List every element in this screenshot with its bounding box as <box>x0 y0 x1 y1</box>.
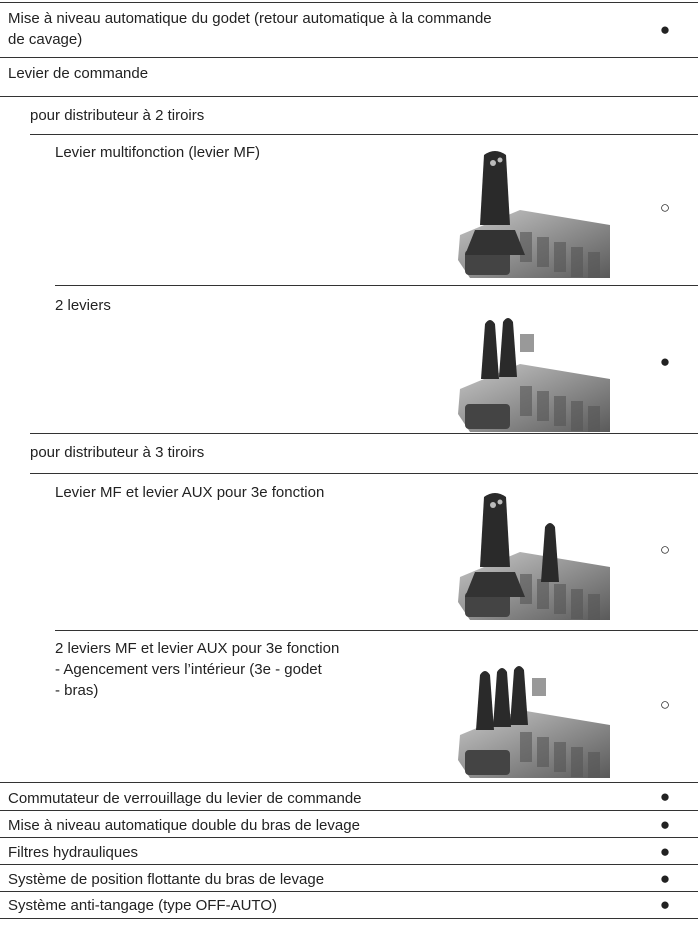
rule <box>0 57 698 58</box>
availability-mark: ○ <box>659 198 671 217</box>
row-text: Système de position flottante du bras de… <box>8 871 325 888</box>
row-text: Commutateur de verrouillage du levier de… <box>8 790 362 807</box>
availability-mark: ● <box>659 815 671 834</box>
rule <box>0 810 698 811</box>
availability-mark: ○ <box>659 540 671 559</box>
availability-mark: ● <box>659 352 671 371</box>
lever-photo <box>458 666 610 778</box>
rule <box>55 630 698 631</box>
lever-photo <box>458 318 610 432</box>
rule <box>0 864 698 865</box>
rule <box>30 433 698 434</box>
row-text: Levier multifonction (levier MF) <box>55 144 261 161</box>
rule <box>30 134 698 135</box>
availability-mark: ● <box>659 869 671 888</box>
row-text: - Agencement vers l’intérieur (3e - gode… <box>55 661 322 678</box>
row-text: Mise à niveau automatique du godet (reto… <box>8 10 492 27</box>
row-text: 2 leviers MF et levier AUX pour 3e fonct… <box>55 640 340 657</box>
row-text: Filtres hydrauliques <box>8 844 139 861</box>
row-text: Levier MF et levier AUX pour 3e fonction <box>55 484 325 501</box>
availability-mark: ● <box>659 895 671 914</box>
rule <box>0 96 698 97</box>
rule <box>0 2 698 3</box>
rule <box>30 473 698 474</box>
lever-photo <box>458 493 610 620</box>
row-text: pour distributeur à 3 tiroirs <box>30 444 205 461</box>
lever-photo <box>458 151 610 278</box>
rule <box>0 918 698 919</box>
availability-mark: ● <box>659 787 671 806</box>
row-text: de cavage) <box>8 31 83 48</box>
rule <box>0 782 698 783</box>
availability-mark: ○ <box>659 695 671 714</box>
rule <box>0 891 698 892</box>
availability-mark: ● <box>659 842 671 861</box>
availability-mark: ● <box>659 20 671 39</box>
row-text: 2 leviers <box>55 297 111 314</box>
row-text: pour distributeur à 2 tiroirs <box>30 107 205 124</box>
row-text: Mise à niveau automatique double du bras… <box>8 817 360 834</box>
row-text: Levier de commande <box>8 65 149 82</box>
rule <box>0 837 698 838</box>
rule <box>55 285 698 286</box>
row-text: Système anti-tangage (type OFF-AUTO) <box>8 897 277 914</box>
row-text: - bras) <box>55 682 99 699</box>
